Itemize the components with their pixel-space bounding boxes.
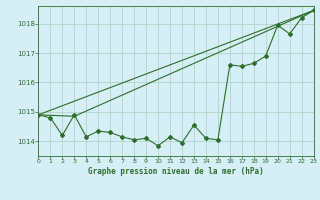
X-axis label: Graphe pression niveau de la mer (hPa): Graphe pression niveau de la mer (hPa) bbox=[88, 167, 264, 176]
